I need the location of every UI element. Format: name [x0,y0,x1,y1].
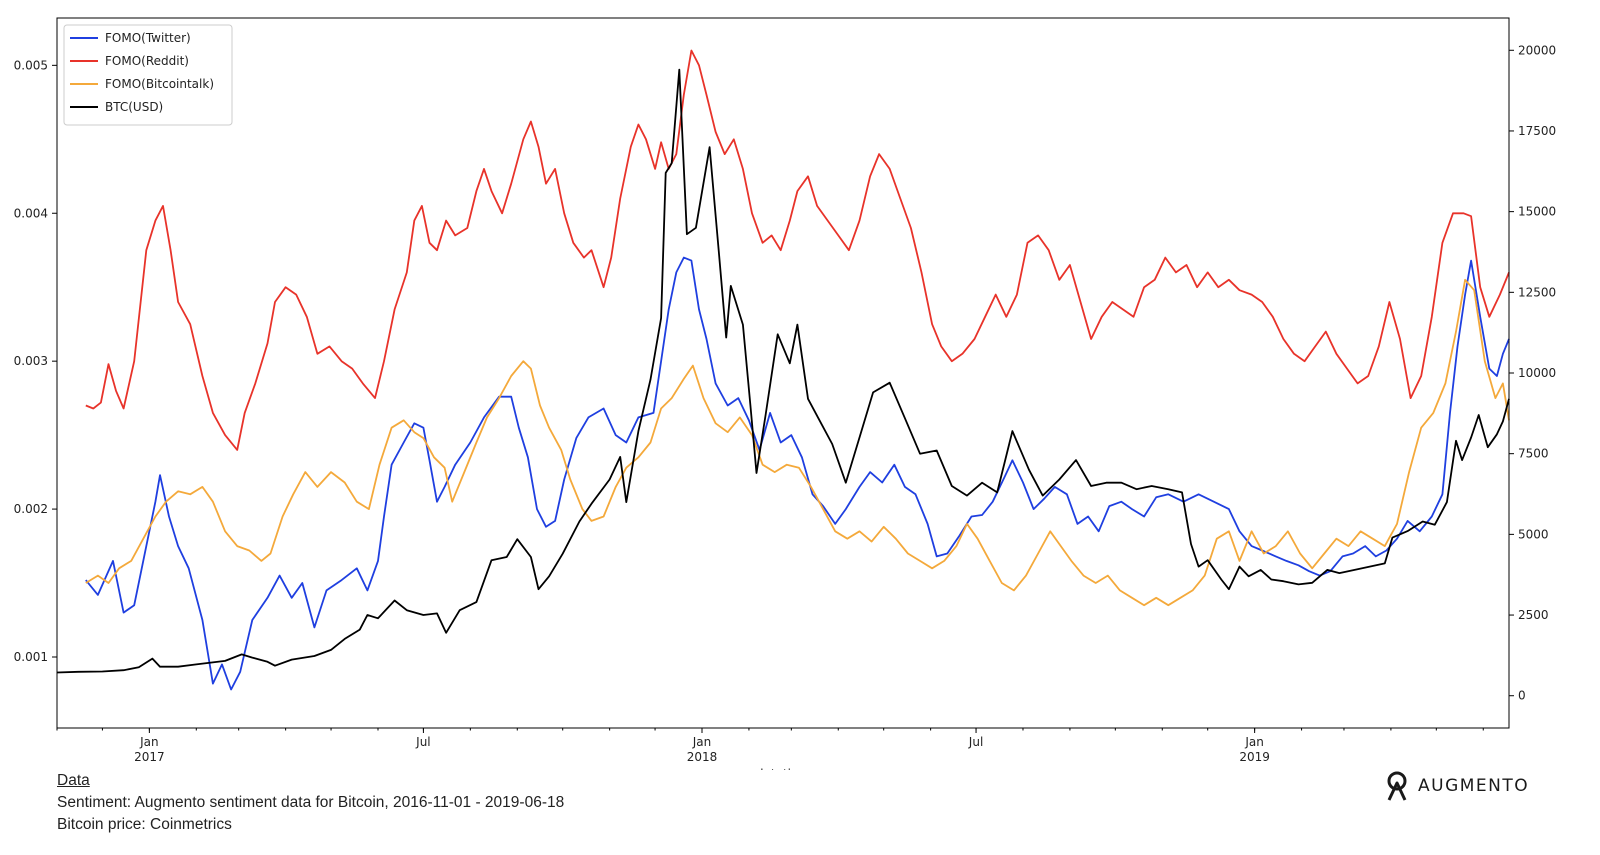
y-right-tick-label: 12500 [1518,285,1556,299]
x-tick-label: Jul [968,735,983,749]
brand-logo: AUGMENTO [1384,771,1529,801]
y-left-axis: 0.001 0.002 0.003 0.004 0.005 [14,58,57,664]
x-tick-label: Jul [415,735,430,749]
y-right-tick-label: 0 [1518,689,1526,703]
series-line-fomo-bitcointalk [85,278,1510,607]
x-tick-year-label: 2017 [134,750,165,764]
legend: FOMO(Twitter) FOMO(Reddit) FOMO(Bitcointal… [63,24,233,126]
series-line-fomo-twitter [85,256,1510,691]
footer-sentiment-source: Sentiment: Augmento sentiment data for B… [57,794,565,811]
series-layer [56,49,1510,691]
x-tick-year-label: 2019 [1239,750,1270,764]
x-tick-label: Jan [1244,735,1264,749]
y-right-axis: 0 2500 5000 7500 10000 12500 15000 17500 20000 [1509,43,1556,703]
brand-name: AUGMENTO [1418,776,1530,796]
y-right-tick-label: 17500 [1518,124,1556,138]
legend-entry: FOMO(Twitter) [105,31,191,45]
y-left-tick-label: 0.003 [14,354,48,368]
legend-entry: FOMO(Bitcointalk) [105,77,214,91]
y-right-tick-label: 15000 [1518,205,1556,219]
y-left-tick-label: 0.002 [14,502,48,516]
x-tick-label: Jan [692,735,712,749]
y-right-tick-label: 2500 [1518,608,1549,622]
y-right-tick-label: 20000 [1518,43,1556,57]
series-line-btc-usd [56,68,1510,674]
y-right-tick-label: 5000 [1518,527,1549,541]
x-tick-year-label: 2018 [687,750,718,764]
x-tick-label: Jan [139,735,159,749]
series-line-fomo-reddit [85,49,1510,451]
footer-price-source: Bitcoin price: Coinmetrics [57,816,232,833]
x-axis-label: datetime [756,767,810,770]
data-source-footer: Data Sentiment: Augmento sentiment data … [57,770,564,836]
y-left-tick-label: 0.005 [14,58,48,72]
footer-heading: Data [57,772,90,789]
legend-entry: BTC(USD) [105,100,163,114]
y-right-tick-label: 7500 [1518,447,1549,461]
plot-frame [56,17,1510,729]
augmento-logo-icon [1387,771,1407,801]
legend-box [63,24,233,126]
y-right-tick-label: 10000 [1518,366,1556,380]
y-left-tick-label: 0.004 [14,206,48,220]
legend-entry: FOMO(Reddit) [105,54,189,68]
y-left-tick-label: 0.001 [14,650,48,664]
